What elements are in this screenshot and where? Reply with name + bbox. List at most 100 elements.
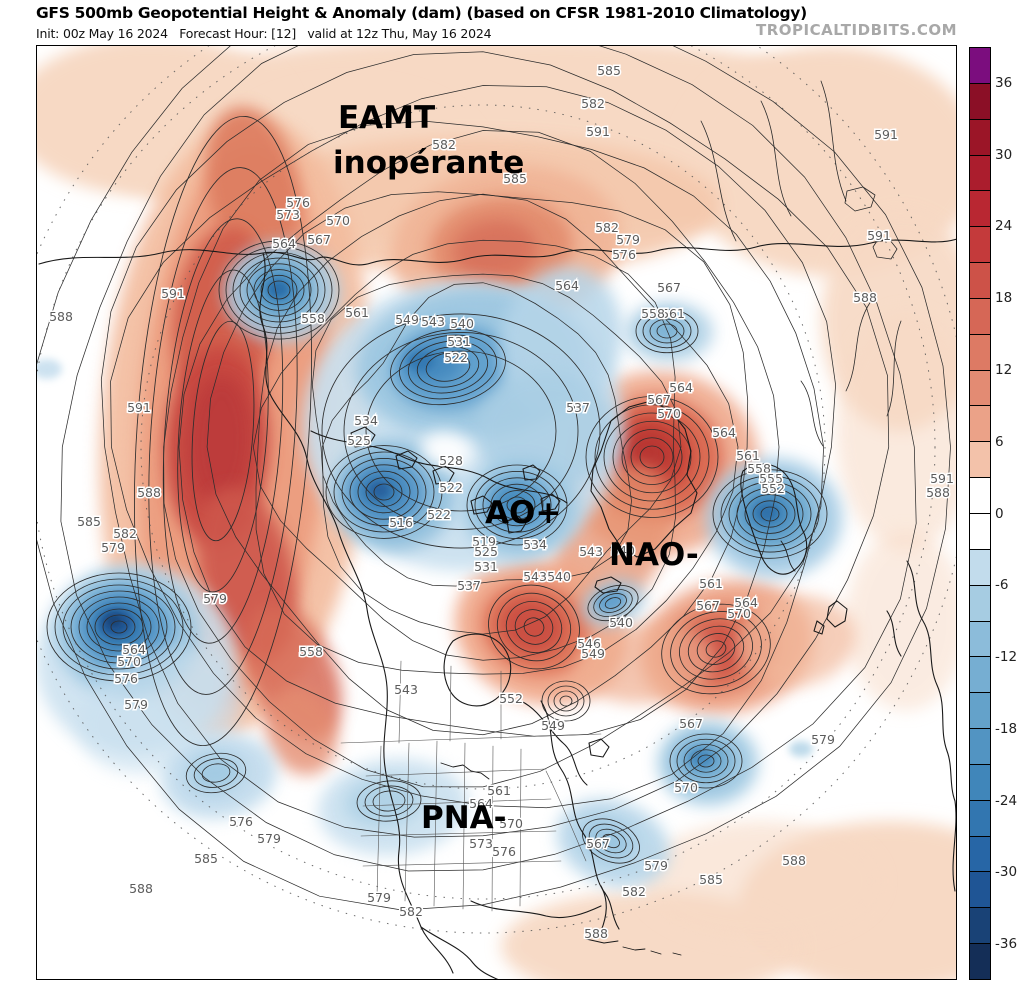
contour-ring <box>603 412 701 502</box>
contour-label: 576 <box>114 671 138 686</box>
contour-label: 588 <box>926 485 950 500</box>
contour-ring <box>239 257 319 323</box>
contour-label: 564 <box>712 425 736 440</box>
contour-label: 561 <box>345 305 369 320</box>
colorbar-segment <box>970 513 990 550</box>
contour-ring <box>635 308 699 354</box>
contour-label: 591 <box>930 471 954 486</box>
contour-ring <box>587 584 639 622</box>
map-annotation: inopérante <box>333 145 524 181</box>
contour-ring <box>602 833 620 849</box>
colorbar-segment <box>970 83 990 120</box>
contour-label: 567 <box>647 392 671 407</box>
contour-ring <box>496 592 572 662</box>
contour-ring <box>185 752 247 794</box>
contour-ring <box>728 481 812 547</box>
contour-label: 582 <box>595 220 619 235</box>
graticule-dotted <box>37 46 956 934</box>
height-contour <box>321 282 632 587</box>
contour-ring <box>474 470 560 540</box>
colorbar-segment <box>970 908 990 945</box>
contour-ring <box>744 494 796 534</box>
contour-label: 570 <box>657 406 681 421</box>
coast-north-america-east <box>540 700 620 930</box>
contour-ring <box>246 263 312 317</box>
contour-ring <box>604 597 622 609</box>
contour-ring <box>110 620 128 634</box>
coast-iberia-africa <box>906 560 956 892</box>
colorbar-segment <box>970 657 990 694</box>
map-canvas: 5915915885885855825795795645705765795765… <box>37 46 956 979</box>
contour-label: 516 <box>389 515 413 530</box>
colorbar-label: -30 <box>995 864 1018 881</box>
contour-label: 540 <box>547 569 571 584</box>
height-contour <box>37 46 951 911</box>
coast-greenland <box>590 400 698 558</box>
contour-label: 585 <box>597 63 621 78</box>
contour-label: 543 <box>579 544 603 559</box>
contour-label: 546 <box>577 636 601 651</box>
contour-ring <box>267 280 291 300</box>
contour-ring <box>649 318 685 344</box>
contour-ring <box>333 451 435 533</box>
contour-label: 585 <box>503 171 527 186</box>
contour-ring <box>697 754 715 768</box>
contour-ring <box>553 690 579 712</box>
contour-ring <box>102 614 136 640</box>
contour-ring <box>488 584 580 670</box>
contour-label: 552 <box>761 481 785 496</box>
height-contours <box>37 46 951 911</box>
contour-label: 558 <box>747 461 771 476</box>
anomaly-blob <box>368 481 390 499</box>
contour-label: 537 <box>566 400 590 415</box>
anomaly-blob <box>789 741 813 757</box>
anomaly-blob <box>453 219 537 281</box>
contour-ring <box>752 500 788 528</box>
contour-ring <box>505 601 563 653</box>
contour-label: 576 <box>492 844 516 859</box>
contour-ring <box>595 828 627 854</box>
contour-label: 576 <box>286 195 310 210</box>
height-contour <box>178 130 780 737</box>
contour-label: 582 <box>399 904 423 919</box>
anomaly-blob <box>580 819 634 861</box>
contour-label: 555 <box>759 471 783 486</box>
contour-ring <box>70 590 168 664</box>
contour-ring <box>679 618 753 680</box>
colorbar-segment <box>970 800 990 837</box>
contour-label: 573 <box>469 836 493 851</box>
contour-label: 564 <box>555 278 579 293</box>
anomaly-blob <box>836 311 956 551</box>
contour-label: 549 <box>541 718 565 733</box>
colorbar-segment <box>970 621 990 658</box>
contour-label: 558 <box>301 311 325 326</box>
map-annotation: PNA- <box>421 800 507 836</box>
contour-label: 534 <box>523 537 547 552</box>
anomaly-blob <box>846 531 956 711</box>
contour-label: 564 <box>669 380 693 395</box>
contour-ring <box>46 572 192 682</box>
anomaly-blob <box>688 748 714 768</box>
contour-label: 588 <box>49 309 73 324</box>
contour-label: 591 <box>127 400 151 415</box>
contour-ring <box>321 313 601 549</box>
contour-ring <box>588 823 634 859</box>
contour-label: 591 <box>874 127 898 142</box>
contour-label: 531 <box>447 334 471 349</box>
colorbar-label: 12 <box>995 361 1013 378</box>
colorbar-label: 24 <box>995 218 1013 235</box>
map-annotations: EAMT inopérante AO+ NAO- PNA- <box>333 100 699 836</box>
contour-label: 591 <box>161 286 185 301</box>
contour-ring <box>612 420 692 494</box>
colorbar-segment <box>970 478 990 514</box>
colorbar-label: 6 <box>995 433 1004 450</box>
map-annotation: EAMT <box>338 100 435 136</box>
contour-label: 564 <box>469 796 493 811</box>
contour-ring <box>661 603 771 695</box>
contour-label: 588 <box>782 853 806 868</box>
colorbar-segment <box>970 191 990 228</box>
contour-label: 591 <box>867 228 891 243</box>
contour-label: 549 <box>395 312 419 327</box>
contour-label: 585 <box>194 851 218 866</box>
